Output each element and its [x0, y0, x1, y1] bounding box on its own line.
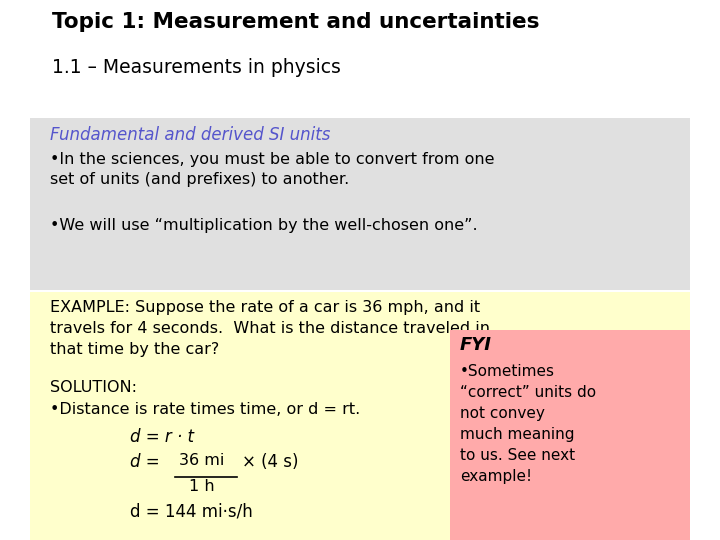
Text: 1 h: 1 h	[189, 479, 215, 494]
Text: •In the sciences, you must be able to convert from one
set of units (and prefixe: •In the sciences, you must be able to co…	[50, 152, 495, 187]
Text: FYI: FYI	[460, 336, 492, 354]
Text: × (4 s): × (4 s)	[242, 453, 299, 471]
Text: •We will use “multiplication by the well-chosen one”.: •We will use “multiplication by the well…	[50, 218, 477, 233]
Bar	[30, 292, 690, 540]
Bar	[450, 330, 690, 540]
Text: d = r · t: d = r · t	[130, 428, 194, 446]
Text: 1.1 – Measurements in physics: 1.1 – Measurements in physics	[52, 58, 341, 77]
Text: Topic 1: Measurement and uncertainties: Topic 1: Measurement and uncertainties	[52, 12, 539, 32]
Text: EXAMPLE: Suppose the rate of a car is 36 mph, and it
travels for 4 seconds.  Wha: EXAMPLE: Suppose the rate of a car is 36…	[50, 300, 490, 357]
Text: •Distance is rate times time, or d = rt.: •Distance is rate times time, or d = rt.	[50, 402, 360, 417]
Text: d =: d =	[130, 453, 165, 471]
Text: Fundamental and derived SI units: Fundamental and derived SI units	[50, 126, 330, 144]
Text: SOLUTION:: SOLUTION:	[50, 380, 137, 395]
Text: d = 144 mi·s/h: d = 144 mi·s/h	[130, 503, 253, 521]
Text: •Sometimes
“correct” units do
not convey
much meaning
to us. See next
example!: •Sometimes “correct” units do not convey…	[460, 364, 596, 484]
Text: 36 mi: 36 mi	[179, 453, 225, 468]
Bar	[30, 118, 690, 290]
